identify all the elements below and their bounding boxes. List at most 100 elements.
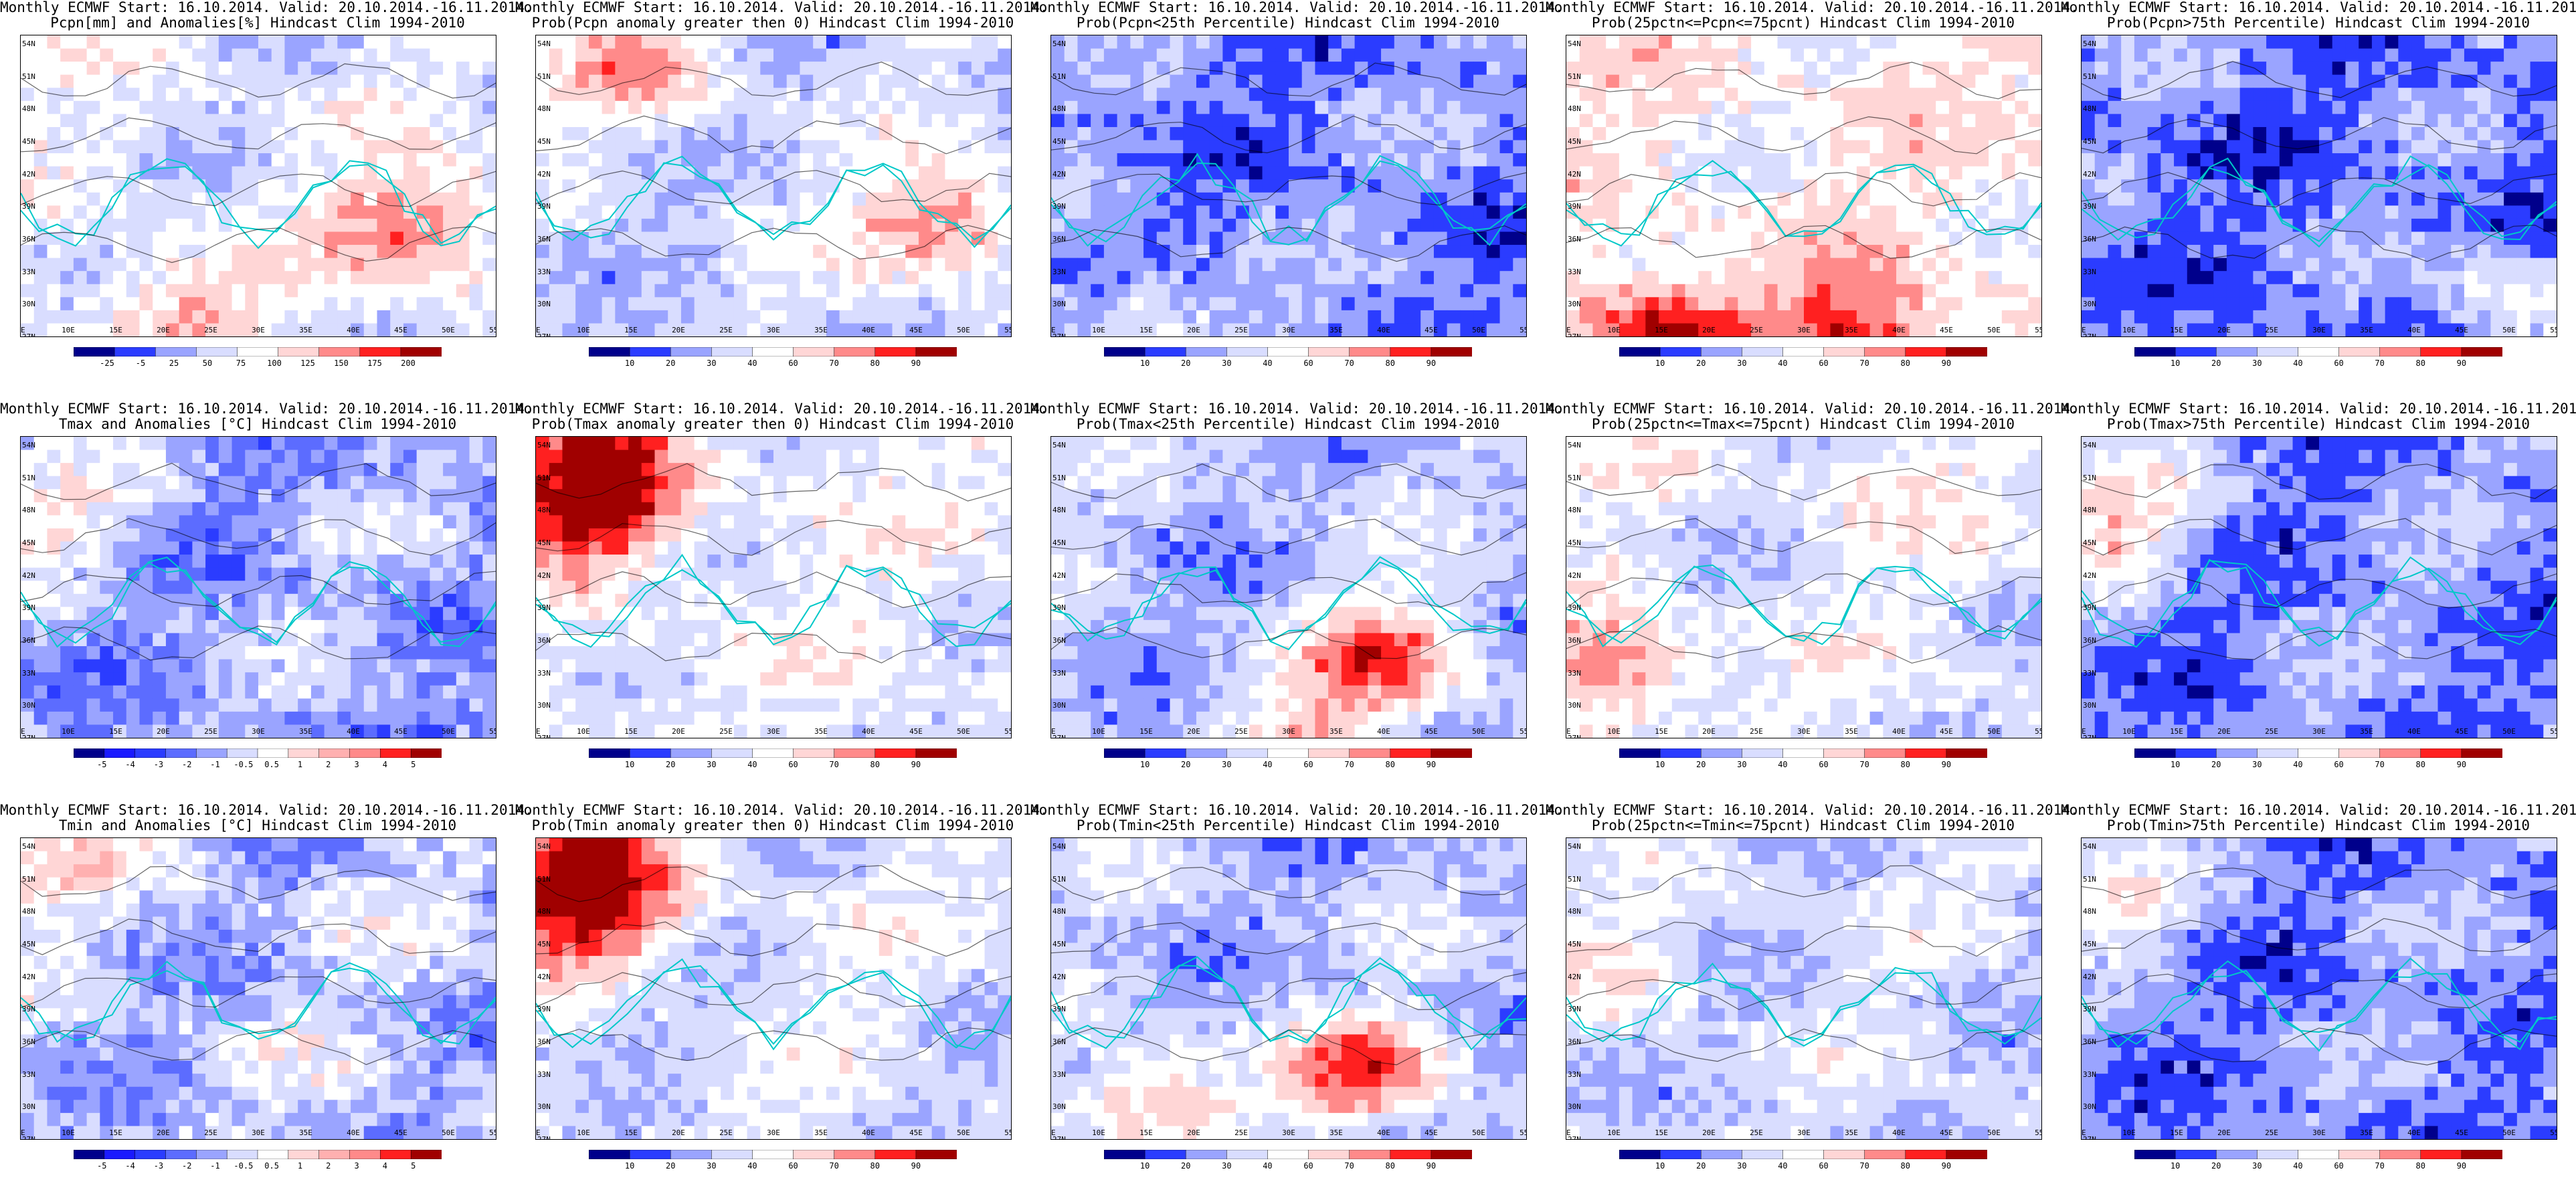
field-cell xyxy=(1170,35,1184,49)
field-cell xyxy=(1381,310,1395,324)
field-cell xyxy=(879,140,893,154)
field-cell xyxy=(733,297,748,311)
field-cell xyxy=(2015,192,2029,206)
field-cell xyxy=(324,100,338,114)
field-cell xyxy=(1698,62,1712,76)
field-cell xyxy=(113,297,127,311)
field-cell xyxy=(73,323,88,336)
field-cell xyxy=(456,449,470,464)
field-cell xyxy=(363,179,378,193)
field-cell xyxy=(1420,218,1435,233)
field-cell xyxy=(2345,205,2359,219)
field-cell xyxy=(1632,205,1646,219)
field-cell xyxy=(2530,284,2544,298)
field-cell xyxy=(2464,323,2478,336)
field-cell xyxy=(668,310,682,324)
field-cell xyxy=(2253,179,2267,193)
field-cell xyxy=(2345,218,2359,233)
field-cell xyxy=(2279,258,2294,272)
field-cell xyxy=(1222,88,1236,102)
field-cell xyxy=(232,192,246,206)
field-cell xyxy=(2345,126,2359,141)
field-cell xyxy=(2174,88,2188,102)
field-cell xyxy=(721,48,735,62)
field-cell xyxy=(1183,271,1197,285)
field-cell xyxy=(1724,140,1738,154)
field-cell xyxy=(258,502,272,516)
field-cell xyxy=(284,62,298,76)
field-cell xyxy=(892,192,906,206)
field-cell xyxy=(1262,258,1276,272)
field-cell xyxy=(1592,271,1606,285)
field-cell xyxy=(958,231,972,245)
field-cell xyxy=(800,297,814,311)
field-cell xyxy=(2253,231,2267,245)
field-cell xyxy=(2359,271,2373,285)
field-cell xyxy=(879,74,893,88)
field-cell xyxy=(1196,179,1210,193)
field-cell xyxy=(773,35,788,49)
field-cell xyxy=(1817,100,1831,114)
field-cell xyxy=(2345,153,2359,167)
field-cell xyxy=(1420,231,1435,245)
field-cell xyxy=(2001,48,2016,62)
field-cell xyxy=(139,619,153,634)
field-cell xyxy=(773,231,788,245)
field-cell xyxy=(403,153,418,167)
field-cell xyxy=(1975,140,1989,154)
field-cell xyxy=(2213,114,2227,128)
field-cell xyxy=(73,231,88,245)
field-cell xyxy=(813,114,827,128)
field-cell xyxy=(1420,140,1435,154)
latitude-label: 51N xyxy=(1052,72,1066,81)
field-cell xyxy=(390,126,404,141)
field-cell xyxy=(363,284,378,298)
field-cell xyxy=(575,284,589,298)
field-cell xyxy=(1341,179,1356,193)
field-cell xyxy=(866,48,880,62)
field-cell xyxy=(958,179,972,193)
field-cell xyxy=(2160,245,2175,259)
field-cell xyxy=(866,140,880,154)
field-cell xyxy=(416,619,430,634)
field-cell xyxy=(192,449,206,464)
field-cell xyxy=(1659,126,1673,141)
field-cell xyxy=(1249,114,1263,128)
field-cell xyxy=(2239,100,2253,114)
field-cell xyxy=(1738,114,1752,128)
longitude-label: 5E xyxy=(1050,326,1056,334)
colorbar-svg xyxy=(1103,346,1473,357)
field-cell xyxy=(1869,126,1883,141)
field-cell xyxy=(2187,245,2201,259)
field-cell xyxy=(852,192,866,206)
field-cell xyxy=(1975,205,1989,219)
field-cell xyxy=(205,271,219,285)
field-cell xyxy=(1433,166,1448,180)
field-cell xyxy=(377,476,391,490)
field-cell xyxy=(139,192,153,206)
field-cell xyxy=(2108,48,2122,62)
field-cell xyxy=(2530,126,2544,141)
field-cell xyxy=(33,74,48,88)
field-cell xyxy=(1117,271,1131,285)
field-cell xyxy=(1843,153,1857,167)
field-cell xyxy=(1751,231,1765,245)
field-cell xyxy=(575,48,589,62)
field-cell xyxy=(1077,284,1091,298)
latitude-label: 45N xyxy=(2083,137,2096,146)
field-cell xyxy=(1659,310,1673,324)
field-cell xyxy=(1830,284,1844,298)
field-cell xyxy=(245,114,259,128)
field-cell xyxy=(351,88,365,102)
field-cell xyxy=(760,245,774,259)
field-cell xyxy=(1671,153,1686,167)
field-cell xyxy=(1830,297,1844,311)
field-cell xyxy=(958,140,972,154)
field-cell xyxy=(2187,100,2201,114)
field-cell xyxy=(1632,323,1646,336)
field-cell xyxy=(1170,284,1184,298)
field-cell xyxy=(733,62,748,76)
field-cell xyxy=(73,126,88,141)
field-cell xyxy=(575,153,589,167)
field-cell xyxy=(1051,100,1065,114)
